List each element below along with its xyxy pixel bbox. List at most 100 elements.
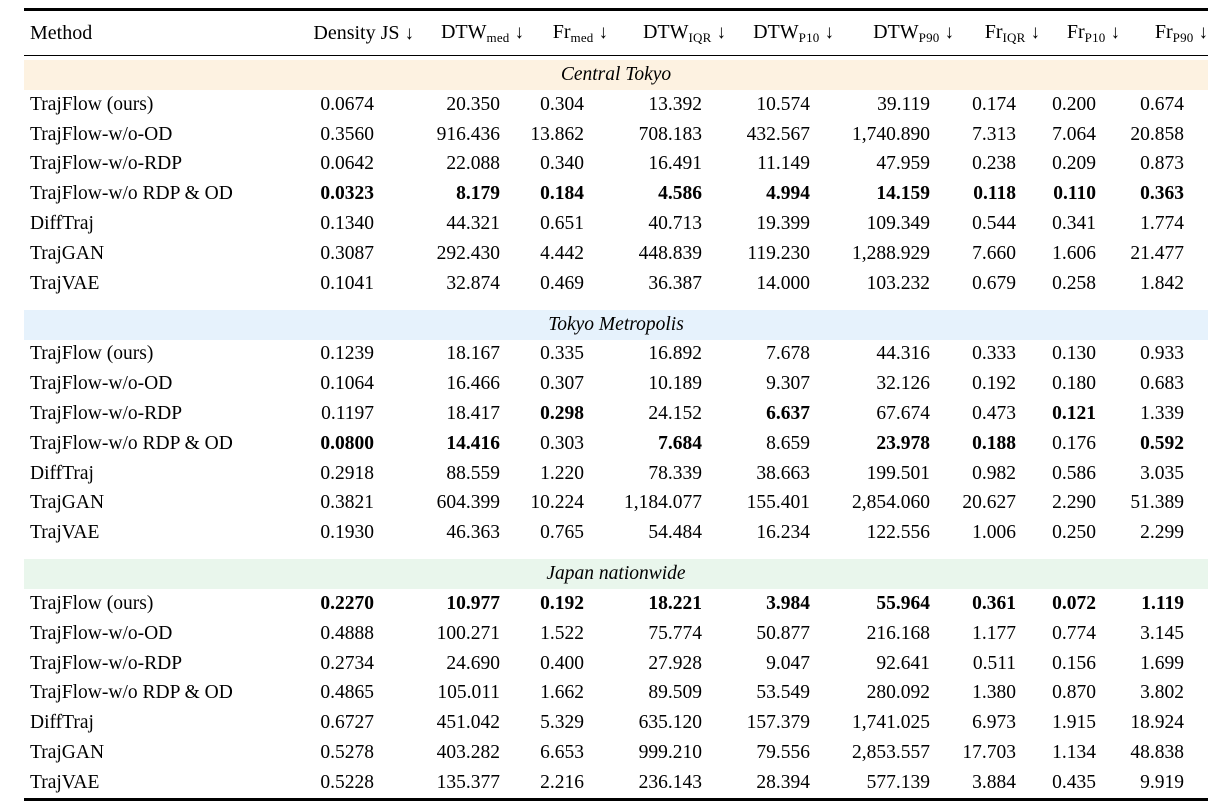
value-cell: 0.1239 — [320, 343, 374, 365]
method-cell: TrajFlow-w/o-RDP — [30, 652, 183, 674]
value-cell: 0.5278 — [320, 742, 374, 764]
value-cell: 27.928 — [648, 652, 702, 674]
column-header-fr-med: Frmed ↓ — [524, 9, 608, 56]
value-cell: 20.627 — [962, 492, 1016, 514]
table-row: DiffTraj 0.2918 88.559 1.220 78.339 38.663 199… — [24, 459, 1208, 489]
value-cell: 103.232 — [866, 272, 930, 294]
value-cell: 54.484 — [648, 522, 702, 544]
section-spacer — [24, 548, 1208, 559]
value-cell: 44.316 — [876, 343, 930, 365]
value-cell: 7.064 — [1052, 123, 1096, 145]
value-cell: 0.679 — [972, 272, 1016, 294]
value-cell: 10.224 — [530, 492, 584, 514]
value-cell: 105.011 — [437, 682, 500, 704]
value-cell: 448.839 — [638, 242, 702, 264]
section-spacer — [24, 299, 1208, 310]
value-cell: 16.234 — [756, 522, 810, 544]
spacer-cell — [24, 548, 1208, 559]
value-cell: 0.765 — [540, 522, 584, 544]
value-cell: 6.653 — [540, 742, 584, 764]
metric-subscript: IQR — [1002, 29, 1026, 45]
value-cell: 0.674 — [1140, 93, 1184, 115]
value-cell: 2,853.557 — [852, 742, 930, 764]
value-cell: 0.435 — [1052, 771, 1096, 793]
spacer-cell — [24, 299, 1208, 310]
value-cell: 0.180 — [1052, 373, 1096, 395]
value-cell: 1,184.077 — [624, 492, 702, 514]
value-cell: 7.684 — [658, 432, 702, 454]
value-cell: 24.152 — [648, 403, 702, 425]
table-row: TrajFlow-w/o RDP & OD 0.0800 14.416 0.303 7.… — [24, 429, 1208, 459]
value-cell: 0.0323 — [320, 183, 374, 205]
section-title: Central Tokyo — [560, 64, 672, 85]
value-cell: 1,740.890 — [852, 123, 930, 145]
value-cell: 1.662 — [540, 682, 584, 704]
value-cell: 2,854.060 — [852, 492, 930, 514]
metric-name: DTW — [440, 20, 487, 43]
table-row: TrajFlow (ours) 0.0674 20.350 0.304 13.392 10… — [24, 90, 1208, 120]
table-row: TrajFlow-w/o-OD 0.4888 100.271 1.522 75.774 5… — [24, 619, 1208, 649]
value-cell: 0.130 — [1052, 343, 1096, 365]
value-cell: 432.567 — [746, 123, 810, 145]
table-row: TrajGAN 0.3821 604.399 10.224 1,184.077 155.4… — [24, 489, 1208, 519]
value-cell: 10.977 — [446, 593, 500, 615]
value-cell: 1.119 — [1141, 593, 1184, 615]
section-band-row: Central Tokyo — [24, 60, 1208, 90]
metric-name: DTW — [753, 20, 799, 43]
value-cell: 48.838 — [1130, 742, 1184, 764]
value-cell: 0.5228 — [320, 771, 374, 793]
value-cell: 40.713 — [648, 213, 702, 235]
results-table: Method Density JS ↓ DTWmed ↓ Frmed ↓ DTWIQR ↓ DT… — [24, 8, 1208, 801]
value-cell: 0.333 — [972, 343, 1016, 365]
table-row: DiffTraj 0.6727 451.042 5.329 635.120 157.379… — [24, 708, 1208, 738]
value-cell: 3.145 — [1140, 622, 1184, 644]
value-cell: 14.159 — [876, 183, 930, 205]
value-cell: 3.035 — [1140, 462, 1184, 484]
value-cell: 18.221 — [648, 593, 702, 615]
table-row: TrajFlow-w/o-OD 0.1064 16.466 0.307 10.189 9.… — [24, 369, 1208, 399]
value-cell: 0.192 — [972, 373, 1016, 395]
value-cell: 9.919 — [1140, 771, 1184, 793]
value-cell: 55.964 — [876, 593, 930, 615]
column-header-fr-p90: FrP90 ↓ — [1120, 9, 1208, 56]
value-cell: 1.177 — [972, 622, 1016, 644]
down-arrow-icon: ↓ — [716, 21, 727, 43]
value-cell: 0.0674 — [320, 93, 374, 115]
value-cell: 0.3087 — [320, 242, 374, 264]
value-cell: 0.304 — [540, 93, 584, 115]
value-cell: 0.473 — [972, 403, 1016, 425]
value-cell: 19.399 — [756, 213, 810, 235]
value-cell: 16.892 — [648, 343, 702, 365]
value-cell: 14.416 — [446, 432, 500, 454]
value-cell: 0.400 — [540, 652, 584, 674]
value-cell: 1,741.025 — [852, 712, 930, 734]
value-cell: 0.341 — [1052, 213, 1096, 235]
column-header-density-js: Density JS ↓ — [274, 9, 414, 56]
column-header-dtw-p90: DTWP90 ↓ — [834, 9, 954, 56]
metric-subscript: P10 — [798, 29, 820, 45]
value-cell: 0.184 — [540, 183, 584, 205]
value-cell: 51.389 — [1130, 492, 1184, 514]
value-cell: 2.299 — [1140, 522, 1184, 544]
value-cell: 0.651 — [540, 213, 584, 235]
metric-name: Fr — [1066, 20, 1085, 43]
value-cell: 0.1197 — [321, 403, 374, 425]
column-header-dtw-p10: DTWP10 ↓ — [726, 9, 834, 56]
value-cell: 1.522 — [540, 622, 584, 644]
metric-name: Fr — [1154, 20, 1173, 43]
value-cell: 1,288.929 — [852, 242, 930, 264]
value-cell: 44.321 — [446, 213, 500, 235]
section-title: Japan nationwide — [546, 563, 686, 585]
value-cell: 2.290 — [1052, 492, 1096, 514]
value-cell: 24.690 — [446, 652, 500, 674]
method-cell: TrajFlow-w/o-RDP — [30, 153, 183, 175]
method-cell: TrajVAE — [30, 272, 100, 294]
value-cell: 999.210 — [638, 742, 702, 764]
value-cell: 0.118 — [973, 183, 1016, 205]
value-cell: 7.678 — [766, 343, 810, 365]
value-cell: 50.877 — [756, 622, 810, 644]
table-row: TrajFlow-w/o-OD 0.3560 916.436 13.862 708.18… — [24, 120, 1208, 150]
value-cell: 1.339 — [1140, 403, 1184, 425]
value-cell: 0.121 — [1052, 403, 1096, 425]
section-band-row: Japan nationwide — [24, 559, 1208, 590]
